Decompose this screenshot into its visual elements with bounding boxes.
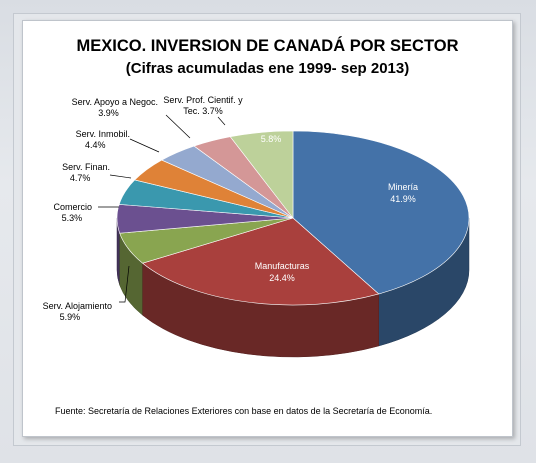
pie-slice-mineria — [292, 130, 470, 295]
pie-slice-otros — [229, 130, 294, 219]
label-serv-apoyo-a-negoc-value: 3.9% — [98, 108, 119, 118]
label-serv-prof-cientif-y-tec-leader — [217, 116, 226, 126]
label-otros-value: 5.8% — [261, 134, 282, 144]
label-serv-alojamiento-leader — [119, 265, 130, 303]
label-mineria-value: 41.9% — [390, 194, 416, 204]
label-comercio-value: 5.3% — [62, 213, 83, 223]
label-mineria-name: Minería — [388, 182, 418, 192]
label-manufacturas-name: Manufacturas — [255, 261, 310, 271]
source-note: Fuente: Secretaría de Relaciones Exterio… — [55, 406, 433, 416]
label-otros-name: Otros — [260, 122, 283, 132]
label-serv-alojamiento-value: 5.9% — [60, 312, 81, 322]
label-serv-finan-value: 4.7% — [70, 173, 91, 183]
label-serv-prof-cientif-y-tec-name-1: Serv. Prof. Cientif. y — [163, 95, 243, 105]
label-serv-inmobil-name: Serv. Inmobil. — [76, 129, 130, 139]
label-serv-apoyo-a-negoc-leader — [165, 114, 191, 139]
label-comercio-name: Comercio — [53, 202, 92, 212]
label-serv-apoyo-a-negoc-name: Serv. Apoyo a Negoc. — [72, 97, 158, 107]
chart-title: MEXICO. INVERSION DE CANADÁ POR SECTOR — [76, 37, 459, 55]
label-serv-inmobil-leader — [129, 138, 160, 153]
chart-subtitle: (Cifras acumuladas ene 1999- sep 2013) — [125, 60, 410, 77]
pie-slice-manufacturas — [142, 217, 380, 306]
label-serv-prof-cientif-y-tec-name-value: Tec. 3.7% — [183, 106, 223, 116]
label-serv-finan-leader — [109, 174, 132, 179]
label-serv-alojamiento-name: Serv. Alojamiento — [43, 301, 112, 311]
label-serv-finan-name: Serv. Finan. — [62, 162, 110, 172]
label-manufacturas-value: 24.4% — [269, 273, 295, 283]
label-serv-inmobil-value: 4.4% — [85, 140, 106, 150]
